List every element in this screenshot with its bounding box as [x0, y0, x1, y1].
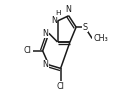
Text: CH₃: CH₃: [93, 34, 108, 43]
Text: N: N: [66, 5, 72, 14]
Text: Cl: Cl: [57, 82, 65, 91]
Text: Cl: Cl: [24, 46, 32, 55]
Text: N: N: [51, 16, 57, 25]
Text: H: H: [55, 10, 60, 16]
Text: N: N: [42, 29, 48, 38]
Text: S: S: [82, 23, 87, 32]
Text: N: N: [42, 60, 48, 69]
